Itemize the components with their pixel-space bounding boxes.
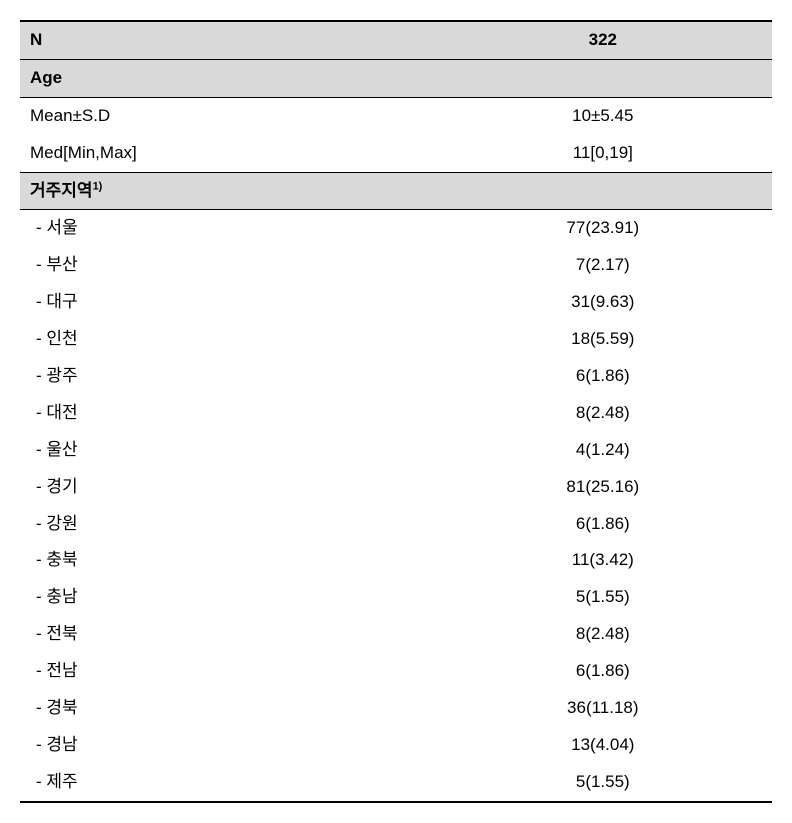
row-value: 77(23.91) [434, 210, 772, 247]
row-label: - 전북 [20, 616, 434, 653]
row-value: 6(1.86) [434, 358, 772, 395]
row-value: 31(9.63) [434, 284, 772, 321]
row-value: 8(2.48) [434, 395, 772, 432]
row-label: - 충남 [20, 579, 434, 616]
section-header-row: 거주지역1) [20, 172, 772, 210]
demographics-table: N 322 Age Mean±S.D 10±5.45 Med[Min,Max] … [20, 20, 772, 803]
row-label: - 인천 [20, 321, 434, 358]
row-label: - 경남 [20, 727, 434, 764]
row-label: - 강원 [20, 506, 434, 543]
table-row: - 부산 7(2.17) [20, 247, 772, 284]
row-value: 11[0,19] [434, 135, 772, 172]
table-row: - 인천 18(5.59) [20, 321, 772, 358]
section-title: 거주지역1) [20, 172, 772, 210]
section-header-row: Age [20, 59, 772, 97]
table-row: - 충남 5(1.55) [20, 579, 772, 616]
table-row: - 경남 13(4.04) [20, 727, 772, 764]
table-row: - 광주 6(1.86) [20, 358, 772, 395]
row-label: - 전남 [20, 653, 434, 690]
superscript: 1) [93, 180, 103, 192]
table-row: Med[Min,Max] 11[0,19] [20, 135, 772, 172]
row-value: 81(25.16) [434, 469, 772, 506]
row-label: - 울산 [20, 432, 434, 469]
table-row: - 전남 6(1.86) [20, 653, 772, 690]
row-value: 10±5.45 [434, 97, 772, 134]
row-label: - 부산 [20, 247, 434, 284]
row-label: - 대전 [20, 395, 434, 432]
table-row: - 강원 6(1.86) [20, 506, 772, 543]
row-value: 5(1.55) [434, 764, 772, 802]
table-row: - 서울 77(23.91) [20, 210, 772, 247]
n-value: 322 [434, 21, 772, 59]
row-label: - 충북 [20, 542, 434, 579]
section-title: Age [20, 59, 772, 97]
n-label: N [20, 21, 434, 59]
table-row: - 전북 8(2.48) [20, 616, 772, 653]
row-value: 6(1.86) [434, 506, 772, 543]
row-value: 7(2.17) [434, 247, 772, 284]
row-value: 8(2.48) [434, 616, 772, 653]
row-value: 36(11.18) [434, 690, 772, 727]
table-header-row: N 322 [20, 21, 772, 59]
table-row: - 대전 8(2.48) [20, 395, 772, 432]
row-label: - 서울 [20, 210, 434, 247]
row-value: 5(1.55) [434, 579, 772, 616]
table-row: - 경북 36(11.18) [20, 690, 772, 727]
row-value: 4(1.24) [434, 432, 772, 469]
row-value: 18(5.59) [434, 321, 772, 358]
row-label: - 경북 [20, 690, 434, 727]
row-value: 11(3.42) [434, 542, 772, 579]
table-row: - 대구 31(9.63) [20, 284, 772, 321]
table-row: - 울산 4(1.24) [20, 432, 772, 469]
table-row: Mean±S.D 10±5.45 [20, 97, 772, 134]
table-row: - 경기 81(25.16) [20, 469, 772, 506]
table-row: - 제주 5(1.55) [20, 764, 772, 802]
row-value: 13(4.04) [434, 727, 772, 764]
table-row: - 충북 11(3.42) [20, 542, 772, 579]
row-label: - 대구 [20, 284, 434, 321]
row-label: Med[Min,Max] [20, 135, 434, 172]
row-value: 6(1.86) [434, 653, 772, 690]
row-label: - 경기 [20, 469, 434, 506]
row-label: Mean±S.D [20, 97, 434, 134]
row-label: - 광주 [20, 358, 434, 395]
row-label: - 제주 [20, 764, 434, 802]
